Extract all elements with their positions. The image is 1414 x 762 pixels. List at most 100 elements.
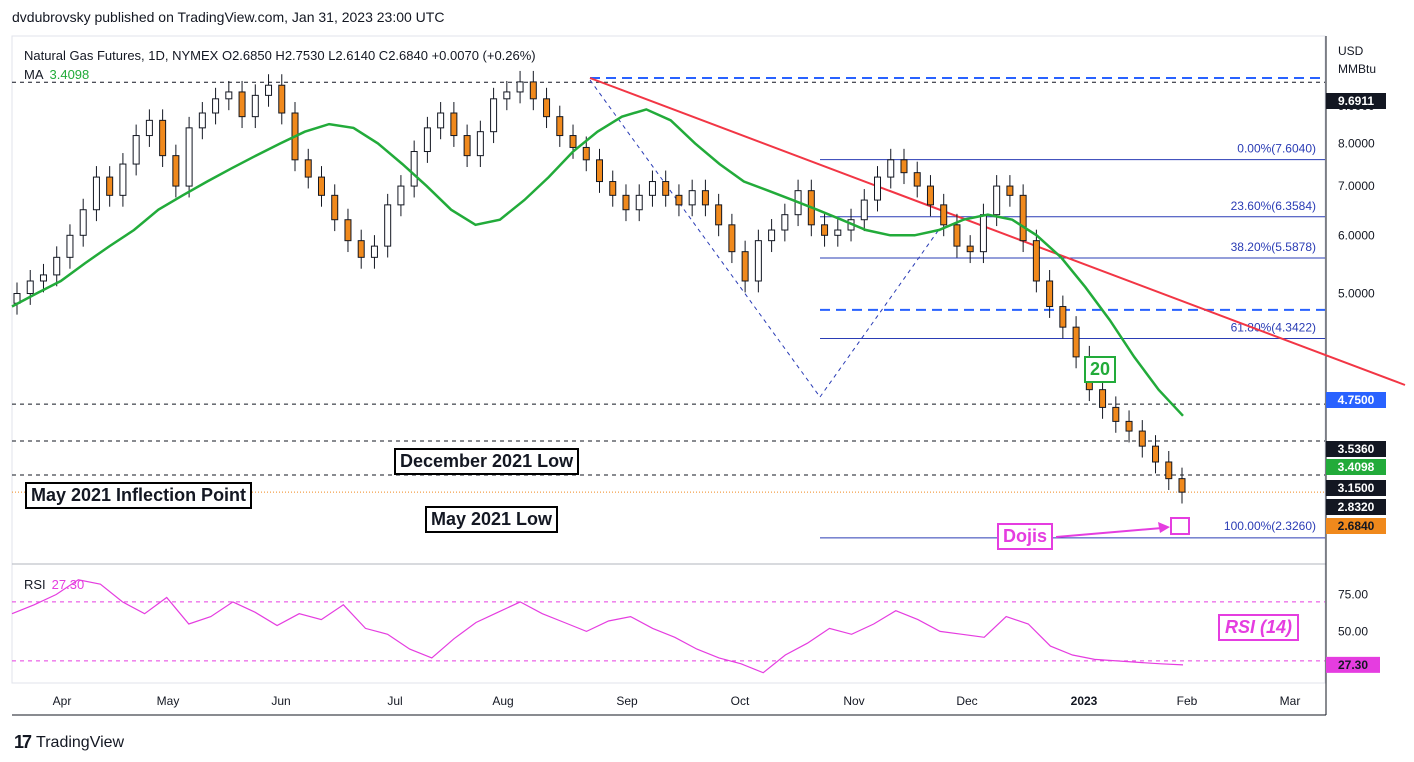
candle-body xyxy=(993,185,1001,216)
candle-body xyxy=(953,224,961,247)
ma-label: MA xyxy=(24,67,44,82)
fib-label: 23.60%(6.3584) xyxy=(1231,199,1316,213)
candle-body xyxy=(768,229,776,242)
rsi-tick-label: 75.00 xyxy=(1338,588,1368,602)
tradingview-brand[interactable]: TradingView xyxy=(36,733,125,751)
candle-body xyxy=(887,159,895,178)
candles xyxy=(13,70,1186,504)
candle-body xyxy=(913,172,921,187)
ma-line xyxy=(11,108,1184,417)
candle-body xyxy=(701,190,709,206)
candle-body xyxy=(834,229,842,236)
candle-body xyxy=(212,98,220,114)
may-2021-low-note: May 2021 Low xyxy=(425,506,559,533)
candle-body xyxy=(1006,185,1014,196)
candle-body xyxy=(662,181,670,196)
candle-body xyxy=(926,185,934,206)
price-badge xyxy=(1326,93,1386,109)
may-2021-inflection-note: May 2021 Inflection Point xyxy=(25,482,253,509)
price-badge-label: 4.7500 xyxy=(1338,393,1375,407)
x-tick-label: May xyxy=(157,694,180,708)
candle-body xyxy=(1178,478,1186,493)
y-tick-label: 6.0000 xyxy=(1338,228,1375,242)
rsi-line xyxy=(11,579,1184,674)
rsi-legend: RSI 27.30 xyxy=(24,577,84,592)
dojis-note: Dojis xyxy=(997,523,1054,550)
candle-body xyxy=(344,219,352,242)
candle-body xyxy=(1099,389,1107,408)
trendline xyxy=(589,77,1406,386)
x-tick-label: 2023 xyxy=(1071,694,1098,708)
candle-body xyxy=(39,274,47,282)
candle-body xyxy=(1152,445,1160,463)
candle-body xyxy=(622,194,630,211)
candle-body xyxy=(331,194,339,221)
rsi-period-note: RSI (14) xyxy=(1218,614,1300,641)
candle-body xyxy=(781,214,789,231)
candle-body xyxy=(966,245,974,253)
candle-body xyxy=(728,224,736,253)
fib-label: 38.20%(5.5878) xyxy=(1231,240,1316,254)
candle-body xyxy=(582,146,590,161)
x-tick-label: Mar xyxy=(1280,694,1301,708)
price-badge-label: 3.4098 xyxy=(1338,460,1375,474)
rsi-label: RSI xyxy=(24,577,46,592)
candle-body xyxy=(900,159,908,174)
candle-body xyxy=(384,204,392,247)
candle-body xyxy=(79,209,87,236)
price-badge-label: 9.6911 xyxy=(1338,94,1374,108)
candle-body xyxy=(556,116,564,137)
x-tick-label: Jul xyxy=(387,694,402,708)
candle-body xyxy=(754,240,762,282)
y-tick-label: 8.0000 xyxy=(1338,136,1375,150)
candle-body xyxy=(423,127,431,153)
x-tick-label: Apr xyxy=(53,694,72,708)
candle-body xyxy=(251,94,259,118)
y-tick-label: 5.0000 xyxy=(1338,287,1375,301)
candle-body xyxy=(635,194,643,211)
candle-body xyxy=(357,240,365,258)
price-badge-label: 3.5360 xyxy=(1338,442,1375,456)
price-badge xyxy=(1326,480,1386,496)
candle-body xyxy=(437,112,445,129)
price-badge xyxy=(1326,459,1386,475)
candle-body xyxy=(874,176,882,201)
candle-body xyxy=(265,84,273,96)
x-tick-label: Feb xyxy=(1177,694,1198,708)
y-tick-label: 7.0000 xyxy=(1338,179,1375,193)
rsi-badge-label: 27.30 xyxy=(1338,658,1368,672)
dojis-box xyxy=(1170,517,1190,535)
rsi-badge xyxy=(1326,656,1380,673)
candle-body xyxy=(1112,406,1120,422)
candle-body xyxy=(688,190,696,206)
candle-body xyxy=(185,127,193,187)
december-2021-low-note: December 2021 Low xyxy=(394,448,580,475)
candle-body xyxy=(278,84,286,114)
ma-legend: MA 3.4098 xyxy=(24,65,536,84)
symbol-line: Natural Gas Futures, 1D, NYMEX O2.6850 H… xyxy=(24,48,536,63)
candle-body xyxy=(476,131,484,157)
candle-body xyxy=(370,245,378,258)
plot-frame xyxy=(11,35,1326,684)
candle-body xyxy=(304,159,312,178)
x-tick-label: Nov xyxy=(843,694,864,708)
candle-body xyxy=(675,194,683,206)
candle-body xyxy=(410,151,418,187)
candle-body xyxy=(979,214,987,253)
candle-body xyxy=(198,112,206,129)
candle-body xyxy=(1032,240,1040,282)
candle-body xyxy=(1138,430,1146,447)
candle-body xyxy=(821,224,829,236)
candle-body xyxy=(172,155,180,187)
candle-body xyxy=(1046,280,1054,308)
ma-value: 3.4098 xyxy=(49,67,90,82)
price-badge xyxy=(1326,441,1386,457)
ma-period-note: 20 xyxy=(1084,356,1117,383)
candle-body xyxy=(317,176,325,196)
candle-body xyxy=(463,135,471,157)
candle-body xyxy=(569,135,577,148)
candle-body xyxy=(92,176,100,211)
candle-body xyxy=(516,81,524,93)
candle-body xyxy=(860,199,868,221)
